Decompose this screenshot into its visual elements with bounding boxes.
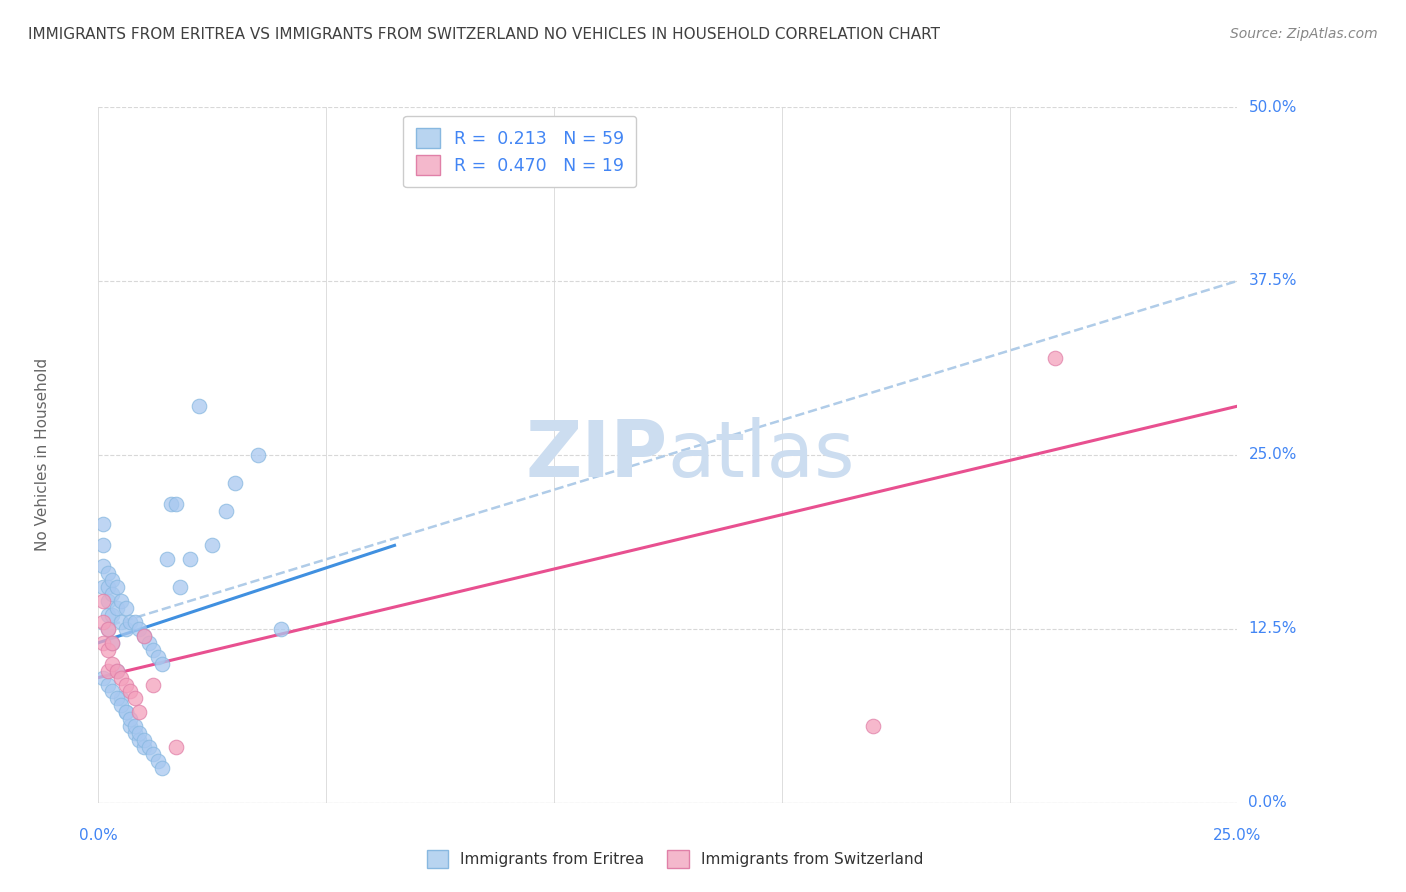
Text: Source: ZipAtlas.com: Source: ZipAtlas.com xyxy=(1230,27,1378,41)
Text: 0.0%: 0.0% xyxy=(1249,796,1286,810)
Point xyxy=(138,636,160,650)
Point xyxy=(91,517,114,532)
Point xyxy=(128,706,150,720)
Point xyxy=(165,497,187,511)
Point xyxy=(124,726,146,740)
Point xyxy=(120,684,142,698)
Point xyxy=(187,399,209,413)
Point xyxy=(142,747,165,761)
Point xyxy=(110,691,132,706)
Text: 12.5%: 12.5% xyxy=(1249,622,1296,636)
Point xyxy=(114,706,136,720)
Text: 25.0%: 25.0% xyxy=(1213,828,1261,843)
Point xyxy=(114,622,136,636)
Point xyxy=(169,580,191,594)
Point xyxy=(110,698,132,713)
Point xyxy=(201,538,224,552)
Point xyxy=(105,601,128,615)
Point xyxy=(96,677,118,691)
Text: 37.5%: 37.5% xyxy=(1249,274,1296,288)
Point xyxy=(96,664,118,678)
Point xyxy=(165,740,187,755)
Point xyxy=(96,622,118,636)
Point xyxy=(160,497,183,511)
Point xyxy=(224,475,246,490)
Text: No Vehicles in Household: No Vehicles in Household xyxy=(35,359,51,551)
Point xyxy=(120,712,142,726)
Point xyxy=(120,615,142,629)
Point xyxy=(1043,351,1066,365)
Point xyxy=(179,552,201,566)
Point xyxy=(142,677,165,691)
Point xyxy=(215,503,238,517)
Text: 50.0%: 50.0% xyxy=(1249,100,1296,114)
Point xyxy=(124,691,146,706)
Point xyxy=(114,706,136,720)
Point xyxy=(91,580,114,594)
Point xyxy=(128,726,150,740)
Point xyxy=(114,677,136,691)
Point xyxy=(101,657,124,671)
Point xyxy=(101,684,124,698)
Point xyxy=(146,649,169,664)
Point xyxy=(96,580,118,594)
Point xyxy=(150,657,173,671)
Point xyxy=(105,580,128,594)
Point xyxy=(91,636,114,650)
Point xyxy=(96,622,118,636)
Point xyxy=(246,448,269,462)
Point xyxy=(132,629,155,643)
Point xyxy=(91,671,114,685)
Point xyxy=(138,740,160,755)
Legend: R =  0.213   N = 59, R =  0.470   N = 19: R = 0.213 N = 59, R = 0.470 N = 19 xyxy=(404,116,636,187)
Point xyxy=(101,636,124,650)
Text: atlas: atlas xyxy=(668,417,855,493)
Point xyxy=(142,642,165,657)
Point xyxy=(101,607,124,622)
Point xyxy=(91,559,114,574)
Point xyxy=(120,719,142,733)
Point xyxy=(132,733,155,747)
Text: 25.0%: 25.0% xyxy=(1249,448,1296,462)
Point xyxy=(128,733,150,747)
Point xyxy=(132,740,155,755)
Point xyxy=(270,622,292,636)
Point xyxy=(105,691,128,706)
Text: IMMIGRANTS FROM ERITREA VS IMMIGRANTS FROM SWITZERLAND NO VEHICLES IN HOUSEHOLD : IMMIGRANTS FROM ERITREA VS IMMIGRANTS FR… xyxy=(28,27,941,42)
Point xyxy=(96,566,118,581)
Text: ZIP: ZIP xyxy=(526,417,668,493)
Point xyxy=(91,615,114,629)
Point xyxy=(105,664,128,678)
Point xyxy=(96,642,118,657)
Point xyxy=(110,615,132,629)
Text: 0.0%: 0.0% xyxy=(79,828,118,843)
Point xyxy=(110,671,132,685)
Point xyxy=(96,607,118,622)
Point xyxy=(101,587,124,601)
Point xyxy=(862,719,884,733)
Point xyxy=(110,594,132,608)
Point xyxy=(96,594,118,608)
Point xyxy=(105,664,128,678)
Point xyxy=(101,573,124,587)
Point xyxy=(150,761,173,775)
Point xyxy=(114,601,136,615)
Point xyxy=(91,594,114,608)
Point xyxy=(128,622,150,636)
Point xyxy=(124,719,146,733)
Point xyxy=(124,615,146,629)
Point xyxy=(132,629,155,643)
Point xyxy=(146,754,169,768)
Point xyxy=(91,538,114,552)
Point xyxy=(101,636,124,650)
Point xyxy=(156,552,179,566)
Legend: Immigrants from Eritrea, Immigrants from Switzerland: Immigrants from Eritrea, Immigrants from… xyxy=(419,843,931,875)
